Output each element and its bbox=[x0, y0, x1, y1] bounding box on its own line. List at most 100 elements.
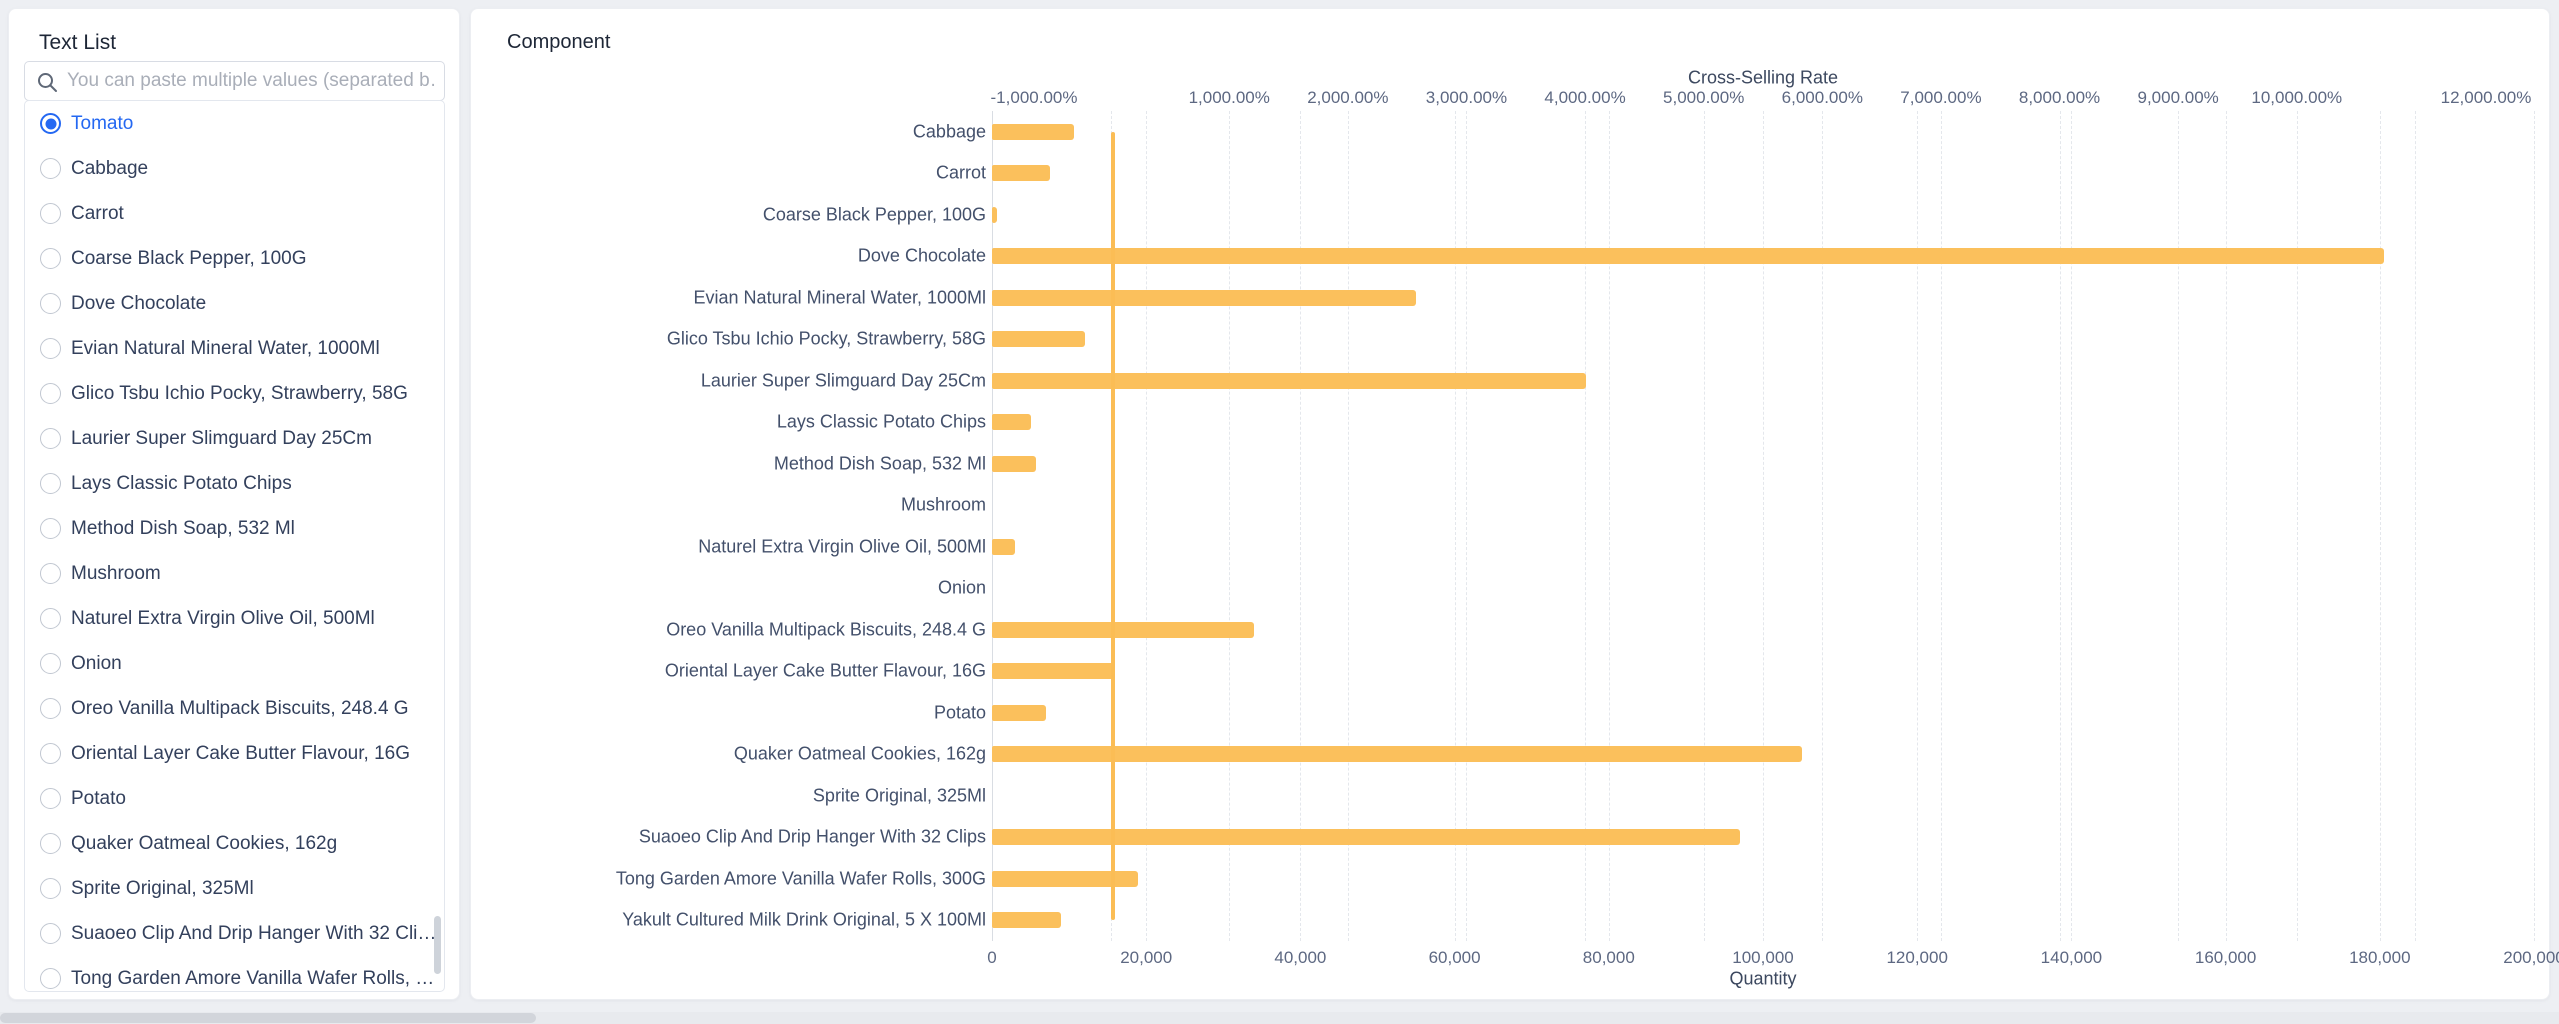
radio-icon[interactable] bbox=[40, 923, 61, 944]
quantity-bar[interactable] bbox=[992, 829, 1740, 846]
horizontal-scrollbar-track[interactable] bbox=[0, 1012, 2559, 1024]
quantity-bar[interactable] bbox=[992, 206, 998, 223]
list-item[interactable]: Coarse Black Pepper, 100G bbox=[25, 236, 444, 281]
radio-icon[interactable] bbox=[40, 338, 61, 359]
list-item[interactable]: Glico Tsbu Ichio Pocky, Strawberry, 58G bbox=[25, 371, 444, 416]
radio-icon[interactable] bbox=[40, 743, 61, 764]
gridline-top-axis bbox=[2059, 111, 2061, 941]
quantity-bar[interactable] bbox=[992, 248, 2384, 265]
bottom-axis-tick: 180,000 bbox=[2349, 948, 2411, 967]
list-item-label: Cabbage bbox=[71, 157, 149, 179]
quantity-bar[interactable] bbox=[992, 414, 1031, 431]
radio-icon[interactable] bbox=[40, 968, 61, 989]
list-item-label: Lays Classic Potato Chips bbox=[71, 472, 292, 494]
top-axis-tick: 8,000.00% bbox=[2018, 88, 2101, 107]
horizontal-scrollbar-thumb[interactable] bbox=[0, 1013, 536, 1023]
radio-icon[interactable] bbox=[40, 563, 61, 584]
radio-icon[interactable] bbox=[40, 788, 61, 809]
list-item[interactable]: Evian Natural Mineral Water, 1000Ml bbox=[25, 326, 444, 371]
radio-icon[interactable] bbox=[40, 878, 61, 899]
radio-icon[interactable] bbox=[40, 428, 61, 449]
list-item[interactable]: Tomato bbox=[25, 101, 444, 146]
top-axis-tick: 5,000.00% bbox=[1663, 88, 1745, 107]
category-label: Sprite Original, 325Ml bbox=[812, 785, 986, 806]
list-item[interactable]: Carrot bbox=[25, 191, 444, 236]
quantity-bar[interactable] bbox=[992, 663, 1116, 680]
quantity-bar[interactable] bbox=[992, 746, 1802, 763]
quantity-bar[interactable] bbox=[992, 372, 1586, 389]
category-label: Suaoeo Clip And Drip Hanger With 32 Clip… bbox=[638, 826, 986, 847]
quantity-bar[interactable] bbox=[992, 704, 1046, 721]
category-label: Quaker Oatmeal Cookies, 162g bbox=[733, 743, 986, 764]
top-axis-tick: 6,000.00% bbox=[1781, 88, 1863, 107]
radio-icon[interactable] bbox=[40, 833, 61, 854]
cross-selling-chart: -1,000.00% 1,000.00% 2,000.00% 3,000.00% 4,0… bbox=[471, 9, 2559, 999]
list-item-label: Suaoeo Clip And Drip Hanger With 32 Clip… bbox=[71, 922, 437, 944]
category-label: Method Dish Soap, 532 Ml bbox=[773, 453, 986, 474]
top-axis-tick: 4,000.00% bbox=[1544, 88, 1626, 107]
list-item-label: Potato bbox=[71, 787, 126, 809]
category-label: Onion bbox=[937, 577, 986, 598]
list-scrollbar-thumb[interactable] bbox=[434, 916, 441, 974]
list-item[interactable]: Cabbage bbox=[25, 146, 444, 191]
quantity-bar[interactable] bbox=[992, 870, 1139, 887]
gridline-top-axis bbox=[2178, 111, 2180, 941]
radio-icon[interactable] bbox=[40, 518, 61, 539]
category-label: Glico Tsbu Ichio Pocky, Strawberry, 58G bbox=[666, 328, 986, 349]
category-label: Laurier Super Slimguard Day 25Cm bbox=[700, 370, 986, 391]
list-item[interactable]: Tong Garden Amore Vanilla Wafer Rolls, 3… bbox=[25, 956, 444, 991]
list-item[interactable]: Mushroom bbox=[25, 551, 444, 596]
radio-selected-icon[interactable] bbox=[40, 113, 61, 134]
search-input[interactable] bbox=[67, 63, 437, 99]
quantity-bar[interactable] bbox=[992, 912, 1062, 929]
list-item[interactable]: Oriental Layer Cake Butter Flavour, 16G bbox=[25, 731, 444, 776]
radio-icon[interactable] bbox=[40, 473, 61, 494]
radio-icon[interactable] bbox=[40, 653, 61, 674]
list-item[interactable]: Suaoeo Clip And Drip Hanger With 32 Clip… bbox=[25, 911, 444, 956]
list-item[interactable]: Quaker Oatmeal Cookies, 162g bbox=[25, 821, 444, 866]
radio-icon[interactable] bbox=[40, 203, 61, 224]
list-item[interactable]: Potato bbox=[25, 776, 444, 821]
bottom-axis-title: Quantity bbox=[1729, 968, 1797, 989]
category-label: Evian Natural Mineral Water, 1000Ml bbox=[693, 287, 986, 308]
category-label: Potato bbox=[933, 702, 986, 723]
quantity-bar[interactable] bbox=[992, 123, 1074, 140]
text-list: Tomato Cabbage Carrot Coarse Black Pepper, … bbox=[24, 100, 445, 992]
radio-icon[interactable] bbox=[40, 698, 61, 719]
radio-icon[interactable] bbox=[40, 293, 61, 314]
radio-icon[interactable] bbox=[40, 158, 61, 179]
list-item[interactable]: Method Dish Soap, 532 Ml bbox=[25, 506, 444, 551]
gridline-top-axis bbox=[2415, 111, 2417, 941]
category-label: Carrot bbox=[935, 162, 986, 183]
quantity-bar[interactable] bbox=[992, 289, 1417, 306]
category-axis-line bbox=[992, 111, 993, 941]
bottom-axis-tick: 100,000 bbox=[1732, 948, 1794, 967]
cross-selling-rate-line bbox=[1110, 131, 1115, 921]
quantity-bar[interactable] bbox=[992, 165, 1050, 182]
component-panel: Component -1,000.00% 1,000.00% 2,000.00% 3,… bbox=[470, 8, 2559, 1000]
quantity-bar[interactable] bbox=[992, 538, 1016, 555]
list-item-label: Laurier Super Slimguard Day 25Cm bbox=[71, 427, 372, 449]
list-item-label: Sprite Original, 325Ml bbox=[71, 877, 254, 899]
radio-icon[interactable] bbox=[40, 608, 61, 629]
bottom-axis-tick: 20,000 bbox=[1120, 948, 1173, 967]
text-list-panel: Text List Tomato Cabbage Carrot Coarse Blac… bbox=[8, 8, 460, 1000]
list-item[interactable]: Onion bbox=[25, 641, 444, 686]
list-item[interactable]: Laurier Super Slimguard Day 25Cm bbox=[25, 416, 444, 461]
list-item[interactable]: Naturel Extra Virgin Olive Oil, 500Ml bbox=[25, 596, 444, 641]
list-item-label: Dove Chocolate bbox=[71, 292, 207, 314]
quantity-bar[interactable] bbox=[992, 621, 1255, 638]
gridline-bottom-axis bbox=[1763, 111, 1764, 941]
gridline-top-axis bbox=[1822, 111, 1824, 941]
list-item[interactable]: Lays Classic Potato Chips bbox=[25, 461, 444, 506]
quantity-bar[interactable] bbox=[992, 331, 1085, 348]
gridline-top-axis bbox=[2296, 111, 2298, 941]
quantity-bar[interactable] bbox=[992, 455, 1036, 472]
gridline-bottom-axis bbox=[1146, 111, 1148, 941]
bottom-axis-tick: 120,000 bbox=[1886, 948, 1948, 967]
list-item[interactable]: Oreo Vanilla Multipack Biscuits, 248.4 G bbox=[25, 686, 444, 731]
list-item[interactable]: Dove Chocolate bbox=[25, 281, 444, 326]
radio-icon[interactable] bbox=[40, 248, 61, 269]
radio-icon[interactable] bbox=[40, 383, 61, 404]
list-item[interactable]: Sprite Original, 325Ml bbox=[25, 866, 444, 911]
